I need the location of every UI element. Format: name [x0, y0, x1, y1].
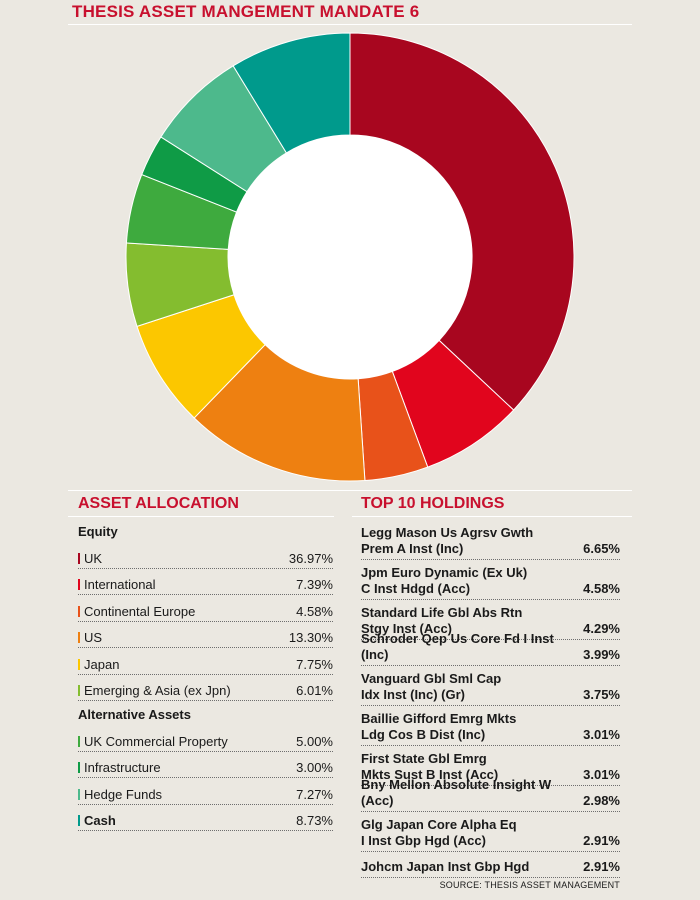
alloc-value: 5.00%: [296, 733, 333, 749]
alloc-row-continental-europe: Continental Europe 4.58%: [78, 595, 333, 622]
alloc-label: Hedge Funds: [84, 786, 163, 802]
holding-name-line2: Stgy Inst (Acc): [361, 621, 453, 636]
holding-row: Vanguard Gbl Sml Cap Idx Inst (Inc) (Gr) …: [361, 666, 620, 706]
holding-value: 3.99%: [583, 647, 620, 662]
alloc-label: UK Commercial Property: [84, 733, 228, 749]
alloc-label: Infrastructure: [84, 760, 161, 775]
holding-value: 6.65%: [583, 541, 620, 556]
holding-name-line1: Legg Mason Us Agrsv Gwth: [361, 525, 534, 540]
alloc-label: UK: [84, 550, 103, 566]
top-holdings-heading: TOP 10 HOLDINGS: [361, 495, 505, 512]
alloc-value: 7.75%: [296, 656, 333, 672]
holding-row: Johcm Japan Inst Gbp Hgd 2.91%: [361, 852, 620, 878]
holding-value: 4.29%: [583, 621, 620, 636]
legend-marker: [78, 605, 80, 617]
alloc-label: US: [84, 630, 103, 645]
alloc-value: 6.01%: [296, 683, 333, 698]
donut-hole: [228, 135, 472, 379]
alloc-value: 36.97%: [288, 550, 333, 566]
holding-value: 2.91%: [583, 859, 620, 874]
holding-row: Schroder Qep Us Core Fd I Inst (Inc) 3.9…: [361, 631, 620, 666]
source-note: SOURCE: THESIS ASSET MANAGEMENT: [439, 880, 620, 890]
title-rule: [68, 24, 632, 25]
alloc-row-us: US 13.30%: [78, 622, 333, 648]
alloc-value: 3.00%: [296, 760, 333, 775]
legend-marker: [78, 658, 80, 670]
holding-name-line1: Baillie Gifford Emrg Mkts: [361, 711, 517, 726]
holding-name-line1: Jpm Euro Dynamic (Ex Uk): [361, 565, 528, 580]
holding-row: Baillie Gifford Emrg Mkts Ldg Cos B Dist …: [361, 706, 620, 746]
holding-row: Bny Mellon Absolute Insight W (Acc) 2.98…: [361, 777, 620, 812]
holding-name-line1: Bny Mellon Absolute Insight W (Acc): [361, 777, 552, 808]
holding-value: 4.58%: [583, 581, 620, 596]
holding-name-line1: First State Gbl Emrg: [361, 751, 487, 766]
group-alternative-heading: Alternative Assets: [78, 707, 191, 722]
holding-name-line1: Standard Life Gbl Abs Rtn: [361, 605, 523, 620]
holding-name-line2: I Inst Gbp Hgd (Acc): [361, 833, 486, 848]
holding-row: First State Gbl Emrg Mkts Sust B Inst (Ac…: [361, 746, 620, 786]
holding-name-line1: Schroder Qep Us Core Fd I Inst (Inc): [361, 631, 554, 662]
holding-name-line2: Ldg Cos B Dist (Inc): [361, 727, 486, 742]
alloc-row-uk-commercial-property: UK Commercial Property 5.00%: [78, 725, 333, 752]
holding-row: Legg Mason Us Agrsv Gwth Prem A Inst (Inc…: [361, 522, 620, 560]
holding-name-line1: Johcm Japan Inst Gbp Hgd: [361, 859, 530, 874]
alloc-value: 4.58%: [296, 603, 333, 619]
alloc-row-emerging-asia: Emerging & Asia (ex Jpn) 6.01%: [78, 675, 333, 701]
holding-name-line1: Vanguard Gbl Sml Cap: [361, 671, 502, 686]
top-holdings-list: Legg Mason Us Agrsv Gwth Prem A Inst (Inc…: [361, 522, 620, 878]
asset-allocation-donut-chart: [125, 32, 575, 482]
alloc-value: 13.30%: [288, 630, 333, 645]
holding-row: Jpm Euro Dynamic (Ex Uk) C Inst Hdgd (Acc…: [361, 560, 620, 600]
holding-row: Standard Life Gbl Abs Rtn Stgy Inst (Acc)…: [361, 600, 620, 640]
holding-name-line2: Prem A Inst (Inc): [361, 541, 464, 556]
holding-name-line2: Idx Inst (Inc) (Gr): [361, 687, 465, 702]
alloc-label: International: [84, 577, 156, 592]
page-title: THESIS ASSET MANGEMENT MANDATE 6: [72, 2, 420, 21]
holding-value: 2.91%: [583, 833, 620, 848]
legend-marker: [78, 762, 80, 773]
holding-name-line2: C Inst Hdgd (Acc): [361, 581, 471, 596]
group-equity-heading: Equity: [78, 524, 118, 539]
right-heading-rule: [352, 516, 632, 517]
alloc-value: 7.39%: [296, 577, 333, 592]
holding-name-line2: Mkts Sust B Inst (Acc): [361, 767, 499, 782]
left-heading-rule: [68, 516, 334, 517]
alloc-label: Japan: [84, 656, 120, 672]
legend-marker: [78, 735, 80, 747]
holding-value: 2.98%: [583, 793, 620, 808]
alloc-label: Emerging & Asia (ex Jpn): [84, 683, 231, 698]
holding-name-line1: Glg Japan Core Alpha Eq: [361, 817, 517, 832]
holding-row: Glg Japan Core Alpha Eq I Inst Gbp Hgd (A…: [361, 812, 620, 852]
alloc-row-cash: Cash 8.73%: [78, 805, 333, 831]
alloc-row-hedge-funds: Hedge Funds 7.27%: [78, 778, 333, 805]
alloc-row-international: International 7.39%: [78, 569, 333, 595]
legend-marker: [78, 788, 80, 800]
asset-allocation-list: Equity UK 36.97% International 7.39% Con…: [78, 522, 333, 831]
asset-allocation-heading: ASSET ALLOCATION: [78, 495, 239, 512]
legend-marker: [78, 552, 80, 564]
alloc-row-japan: Japan 7.75%: [78, 648, 333, 675]
alloc-row-infrastructure: Infrastructure 3.00%: [78, 752, 333, 778]
holding-value: 3.75%: [583, 687, 620, 702]
holding-value: 3.01%: [583, 767, 620, 782]
section-rule: [68, 490, 632, 491]
holding-value: 3.01%: [583, 727, 620, 742]
legend-marker: [78, 579, 80, 590]
alloc-value: 7.27%: [296, 786, 333, 802]
alloc-value: 8.73%: [296, 813, 333, 828]
alloc-label: Continental Europe: [84, 603, 196, 619]
legend-marker: [78, 815, 80, 826]
alloc-row-uk: UK 36.97%: [78, 542, 333, 569]
legend-marker: [78, 685, 80, 696]
alloc-label: Cash: [84, 813, 116, 828]
legend-marker: [78, 632, 80, 643]
